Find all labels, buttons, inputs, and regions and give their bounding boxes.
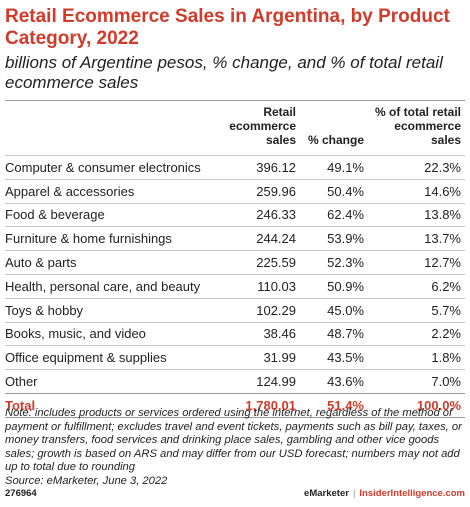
cell-change: 43.5% [300, 345, 368, 370]
cell-category: Furniture & home furnishings [5, 226, 215, 251]
cell-category: Food & beverage [5, 202, 215, 227]
header-category [5, 102, 215, 156]
footnote: Note: includes products or services orde… [5, 407, 467, 488]
cell-sales: 259.96 [215, 178, 300, 204]
cell-sales: 38.46 [215, 321, 300, 346]
table-row: Apparel & accessories 259.96 50.4% 14.6% [5, 178, 465, 204]
brand-separator: | [352, 488, 356, 499]
header-share: % of total retail ecommerce sales [374, 105, 461, 147]
cell-change: 50.9% [300, 273, 368, 299]
cell-sales: 102.29 [215, 297, 300, 323]
cell-sales: 244.24 [215, 226, 300, 251]
cell-share: 6.2% [368, 273, 465, 299]
cell-sales: 31.99 [215, 345, 300, 370]
cell-category: Total [5, 392, 215, 418]
header-sales: Retail ecommerce sales [229, 105, 296, 147]
header-change: % change [307, 133, 364, 147]
source-text: Source: eMarketer, June 3, 2022 [5, 474, 168, 487]
table-row: Furniture & home furnishings 244.24 53.9% 1… [5, 226, 465, 251]
cell-category: Toys & hobby [5, 297, 215, 323]
top-rule [5, 100, 465, 101]
cell-change: 43.6% [300, 369, 368, 394]
cell-category: Office equipment & supplies [5, 345, 215, 370]
note-text: Note: includes products or services orde… [5, 407, 462, 473]
cell-sales: 396.12 [215, 155, 300, 180]
data-table: Retail ecommerce sales % change % of tot… [5, 102, 465, 418]
cell-share: 5.7% [368, 297, 465, 323]
chart-title: Retail Ecommerce Sales in Argentina, by … [5, 6, 450, 49]
cell-category: Auto & parts [5, 250, 215, 275]
cell-share: 2.2% [368, 321, 465, 346]
chart-subtitle: billions of Argentine pesos, % change, a… [5, 53, 443, 92]
table-row: Health, personal care, and beauty 110.03 5… [5, 273, 465, 299]
cell-share: 7.0% [368, 369, 465, 394]
table-row: Other 124.99 43.6% 7.0% [5, 369, 465, 394]
cell-category: Books, music, and video [5, 321, 215, 346]
table-row: Auto & parts 225.59 52.3% 12.7% [5, 250, 465, 275]
cell-change: 52.3% [300, 250, 368, 275]
cell-category: Health, personal care, and beauty [5, 273, 215, 299]
table-row: Office equipment & supplies 31.99 43.5% 1.8… [5, 345, 465, 370]
table-row: Books, music, and video 38.46 48.7% 2.2% [5, 321, 465, 346]
table-row: Computer & consumer electronics 396.12 49.… [5, 155, 465, 180]
cell-change: 49.1% [300, 155, 368, 180]
cell-category: Other [5, 369, 215, 394]
cell-share: 22.3% [368, 155, 465, 180]
brand-name: eMarketer [304, 488, 349, 499]
cell-sales: 124.99 [215, 369, 300, 394]
brand-site: InsiderIntelligence.com [359, 488, 465, 499]
cell-share: 12.7% [368, 250, 465, 275]
cell-sales: 1,780.01 [215, 392, 300, 418]
brand: eMarketer | InsiderIntelligence.com [304, 488, 465, 499]
cell-share: 1.8% [368, 345, 465, 370]
cell-sales: 110.03 [215, 273, 300, 299]
chart-id: 276964 [5, 488, 37, 499]
cell-sales: 225.59 [215, 250, 300, 275]
cell-share: 100.0% [368, 392, 465, 418]
cell-change: 53.9% [300, 226, 368, 251]
header-row: Retail ecommerce sales % change % of tot… [5, 102, 465, 156]
cell-change: 62.4% [300, 202, 368, 227]
cell-category: Apparel & accessories [5, 178, 215, 204]
cell-share: 14.6% [368, 178, 465, 204]
cell-change: 45.0% [300, 297, 368, 323]
cell-change: 51.4% [300, 392, 368, 418]
cell-category: Computer & consumer electronics [5, 155, 215, 180]
total-row: Total 1,780.01 51.4% 100.0% [5, 392, 465, 418]
cell-share: 13.8% [368, 202, 465, 227]
cell-sales: 246.33 [215, 202, 300, 227]
table-row: Toys & hobby 102.29 45.0% 5.7% [5, 297, 465, 323]
cell-change: 48.7% [300, 321, 368, 346]
table-row: Food & beverage 246.33 62.4% 13.8% [5, 202, 465, 227]
cell-share: 13.7% [368, 226, 465, 251]
cell-change: 50.4% [300, 178, 368, 204]
